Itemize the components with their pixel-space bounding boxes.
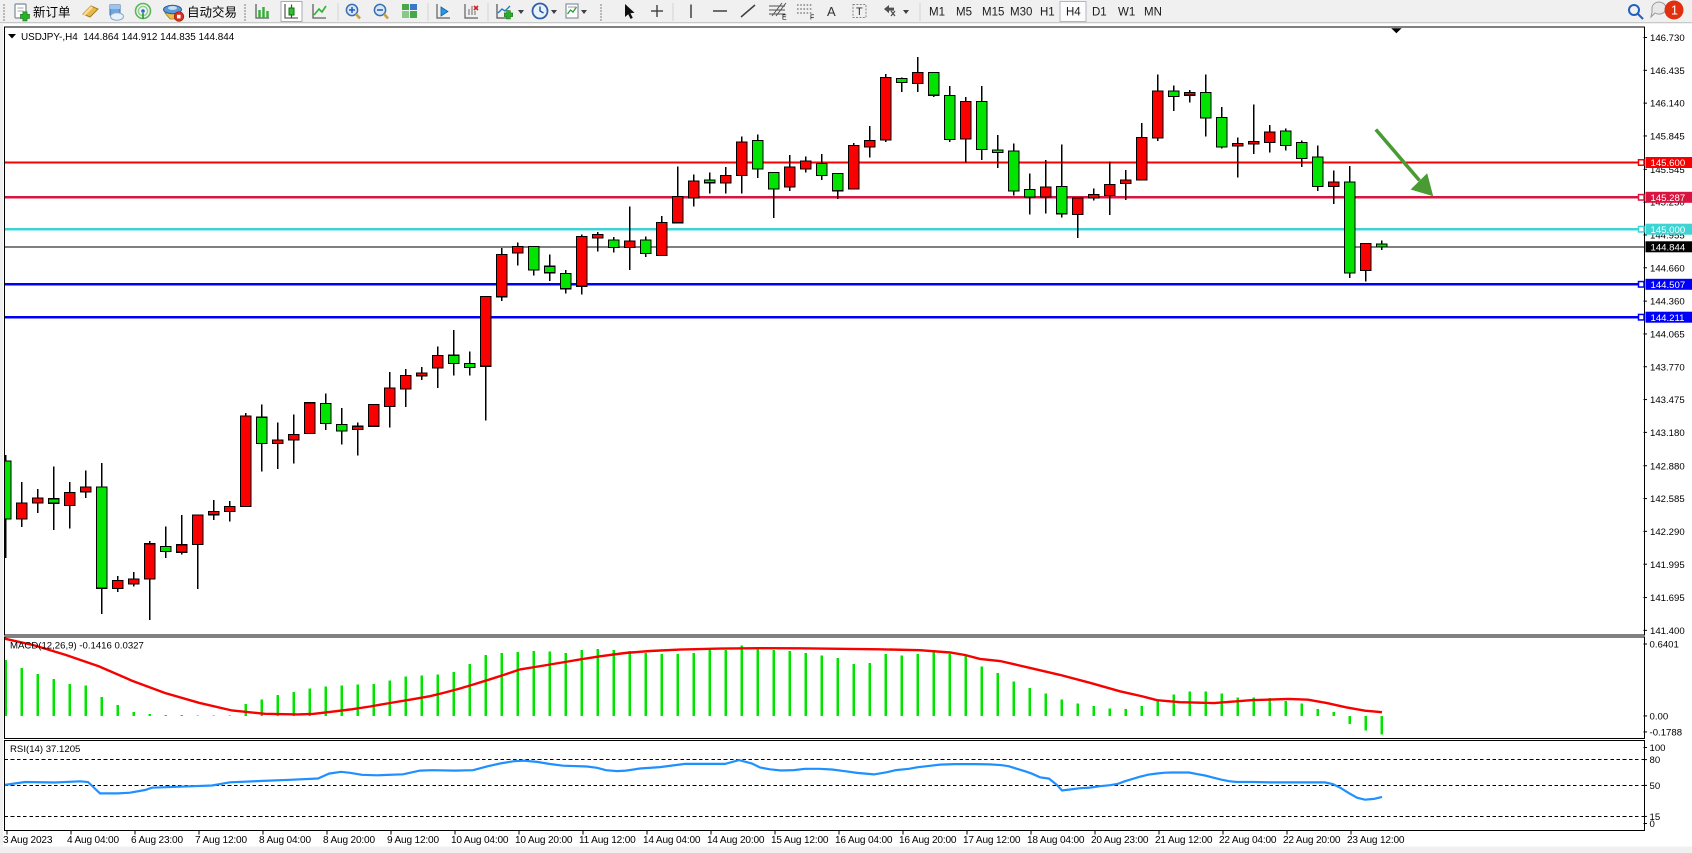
- svg-text:142.880: 142.880: [1650, 461, 1685, 472]
- svg-text:W1: W1: [1118, 7, 1135, 19]
- svg-text:142.290: 142.290: [1650, 527, 1685, 538]
- svg-text:143.180: 143.180: [1650, 428, 1685, 439]
- svg-text:-0.1788: -0.1788: [1650, 728, 1683, 739]
- svg-text:146.140: 146.140: [1650, 99, 1685, 110]
- svg-text:145.845: 145.845: [1650, 132, 1685, 143]
- svg-text:141.400: 141.400: [1650, 626, 1685, 637]
- svg-text:146.730: 146.730: [1650, 33, 1685, 44]
- svg-text:USDJPY-,H4 144.864 144.912 14: USDJPY-,H4 144.864 144.912 144.835 144.8…: [21, 32, 235, 43]
- svg-text:22 Aug 20:00: 22 Aug 20:00: [1283, 835, 1341, 846]
- svg-text:141.995: 141.995: [1650, 560, 1685, 571]
- svg-text:144.955: 144.955: [1650, 231, 1685, 242]
- svg-text:144.660: 144.660: [1650, 263, 1685, 274]
- svg-text:143.475: 143.475: [1650, 395, 1685, 406]
- svg-text:21 Aug 12:00: 21 Aug 12:00: [1155, 835, 1213, 846]
- svg-text:0: 0: [1650, 819, 1655, 830]
- svg-text:6 Aug 23:00: 6 Aug 23:00: [131, 835, 183, 846]
- svg-text:3 Aug 2023: 3 Aug 2023: [3, 835, 53, 846]
- svg-text:144.211: 144.211: [1651, 313, 1685, 324]
- svg-text:50: 50: [1650, 781, 1661, 792]
- svg-text:1: 1: [1671, 4, 1678, 18]
- svg-text:16 Aug 20:00: 16 Aug 20:00: [899, 835, 957, 846]
- svg-text:10 Aug 20:00: 10 Aug 20:00: [515, 835, 573, 846]
- svg-text:A: A: [827, 4, 836, 19]
- svg-text:144.065: 144.065: [1650, 330, 1685, 341]
- svg-text:145.287: 145.287: [1651, 193, 1686, 204]
- svg-text:8 Aug 20:00: 8 Aug 20:00: [323, 835, 375, 846]
- svg-text:4 Aug 04:00: 4 Aug 04:00: [67, 835, 119, 846]
- svg-text:RSI(14) 37.1205: RSI(14) 37.1205: [10, 744, 80, 755]
- svg-text:H4: H4: [1066, 7, 1081, 19]
- svg-text:20 Aug 23:00: 20 Aug 23:00: [1091, 835, 1149, 846]
- svg-text:0.6401: 0.6401: [1650, 640, 1679, 651]
- svg-text:8 Aug 04:00: 8 Aug 04:00: [259, 835, 311, 846]
- svg-text:18 Aug 04:00: 18 Aug 04:00: [1027, 835, 1085, 846]
- svg-text:14 Aug 20:00: 14 Aug 20:00: [707, 835, 765, 846]
- svg-text:15 Aug 12:00: 15 Aug 12:00: [771, 835, 829, 846]
- svg-text:143.770: 143.770: [1650, 362, 1685, 373]
- svg-text:自动交易: 自动交易: [187, 5, 237, 20]
- svg-text:145.000: 145.000: [1651, 225, 1686, 236]
- svg-text:新订单: 新订单: [33, 5, 71, 20]
- svg-text:M1: M1: [929, 7, 945, 19]
- svg-text:23 Aug 12:00: 23 Aug 12:00: [1347, 835, 1405, 846]
- svg-text:16 Aug 04:00: 16 Aug 04:00: [835, 835, 893, 846]
- svg-text:142.585: 142.585: [1650, 494, 1685, 505]
- svg-text:7 Aug 12:00: 7 Aug 12:00: [195, 835, 247, 846]
- svg-text:H1: H1: [1040, 7, 1055, 19]
- svg-text:M15: M15: [982, 7, 1004, 19]
- svg-text:144.360: 144.360: [1650, 297, 1685, 308]
- svg-text:15: 15: [1650, 812, 1661, 823]
- svg-text:MN: MN: [1144, 7, 1162, 19]
- svg-text:M30: M30: [1010, 7, 1032, 19]
- svg-text:146.435: 146.435: [1650, 66, 1685, 77]
- svg-text:MACD(12,26,9) -0.1416 0.0327: MACD(12,26,9) -0.1416 0.0327: [10, 640, 144, 651]
- svg-text:145.545: 145.545: [1650, 165, 1685, 176]
- svg-text:141.695: 141.695: [1650, 593, 1685, 604]
- svg-text:E: E: [782, 15, 787, 22]
- svg-text:F: F: [810, 15, 814, 22]
- svg-text:0.00: 0.00: [1650, 712, 1669, 723]
- svg-text:11 Aug 12:00: 11 Aug 12:00: [579, 835, 636, 846]
- svg-text:9 Aug 12:00: 9 Aug 12:00: [387, 835, 439, 846]
- svg-text:145.600: 145.600: [1651, 158, 1686, 169]
- svg-text:14 Aug 04:00: 14 Aug 04:00: [643, 835, 701, 846]
- svg-text:17 Aug 12:00: 17 Aug 12:00: [963, 835, 1021, 846]
- svg-text:100: 100: [1650, 743, 1666, 754]
- svg-text:10 Aug 04:00: 10 Aug 04:00: [451, 835, 509, 846]
- svg-text:D1: D1: [1092, 7, 1107, 19]
- svg-text:80: 80: [1650, 755, 1661, 766]
- svg-text:144.844: 144.844: [1651, 242, 1686, 253]
- svg-text:T: T: [856, 6, 863, 18]
- svg-text:144.507: 144.507: [1651, 280, 1686, 291]
- svg-text:145.250: 145.250: [1650, 198, 1685, 209]
- svg-text:22 Aug 04:00: 22 Aug 04:00: [1219, 835, 1277, 846]
- svg-text:M5: M5: [956, 7, 972, 19]
